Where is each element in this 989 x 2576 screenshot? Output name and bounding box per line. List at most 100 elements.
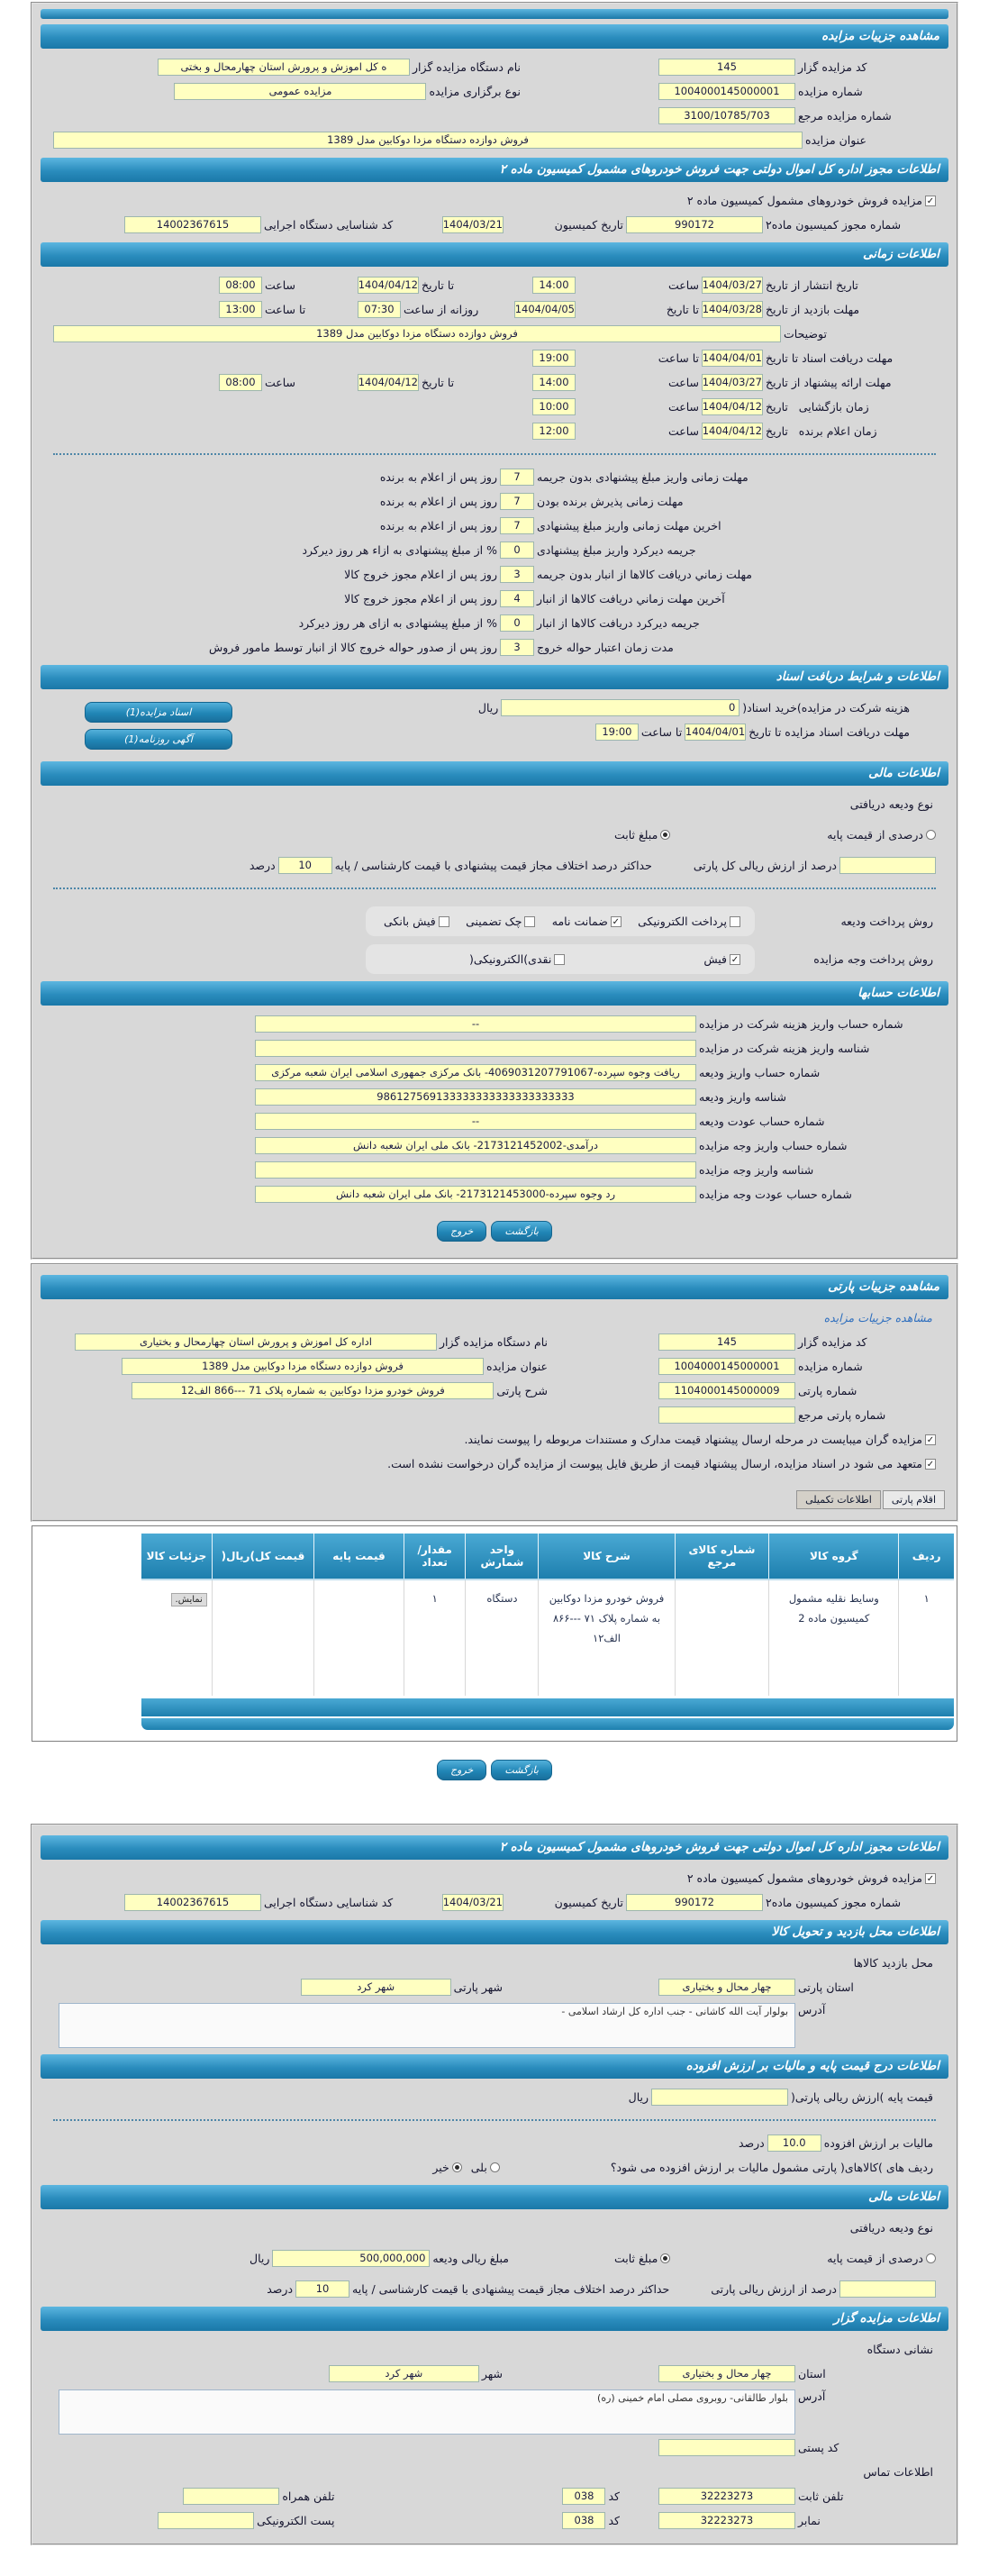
- radio-vat-yes[interactable]: بلی: [471, 2161, 500, 2174]
- field-deposit-account[interactable]: ریافت وجوه سپرده-4069031207791067- بانک …: [255, 1064, 696, 1081]
- field-base-price[interactable]: [651, 2089, 789, 2106]
- field-late-pickup-penalty[interactable]: 0: [500, 614, 534, 632]
- checkbox-certified-check[interactable]: چک تضمینی: [466, 915, 536, 928]
- field-party-ref-number[interactable]: [658, 1406, 795, 1424]
- field-auction-title[interactable]: فروش دوازده دستگاه مزدا دوکابین مدل 1389: [122, 1358, 485, 1375]
- back-button[interactable]: بازگشت: [491, 1221, 552, 1242]
- radio-fixed-amount[interactable]: مبلغ ثابت: [614, 828, 671, 842]
- field-participation-fee[interactable]: 0: [501, 699, 740, 716]
- field-fee-deposit-account[interactable]: --: [255, 1015, 696, 1033]
- exit-button[interactable]: خروج: [437, 1760, 487, 1780]
- field-late-pay-penalty[interactable]: 0: [500, 542, 534, 559]
- field-pay-no-penalty-days[interactable]: 7: [500, 469, 534, 486]
- field-auction-return-account[interactable]: رد وجوه سپرده-2173121453000- بانک ملی ای…: [255, 1186, 696, 1203]
- field-last-pickup-days[interactable]: 4: [500, 590, 534, 607]
- field-exit-permit-validity-days[interactable]: 3: [500, 639, 534, 656]
- field-deposit-id[interactable]: 986127569133333333333333333333: [255, 1088, 696, 1106]
- checkbox-cash-electronic[interactable]: نقدی)الکترونیکی(: [469, 952, 566, 966]
- field-visit-from-time[interactable]: 07:30: [358, 301, 401, 318]
- field-publish-from-date[interactable]: 1404/03/27: [702, 277, 763, 294]
- field-auction-number[interactable]: 1004000145000001: [658, 83, 795, 100]
- field-org-province[interactable]: چهار محال و بختیاری: [658, 2365, 795, 2382]
- field-deposit-amount[interactable]: 500,000,000: [272, 2250, 431, 2267]
- checkbox-guarantee-letter[interactable]: ✓ ضمانت نامه: [552, 915, 622, 928]
- radio-fixed-amount[interactable]: مبلغ ثابت: [614, 2252, 671, 2265]
- field-auctioneer-name[interactable]: اداره کل اموزش و پرورش استان چهارمحال و …: [74, 1334, 437, 1351]
- field-winner-time[interactable]: 12:00: [532, 423, 576, 440]
- field-doc-receive-time[interactable]: 19:00: [594, 724, 639, 741]
- checkbox-bank-receipt[interactable]: فیش بانکی: [384, 915, 449, 928]
- field-visit-address[interactable]: بولوار آیت الله کاشانی - جنب اداره کل ار…: [59, 2003, 795, 2048]
- checkbox-attach-documents[interactable]: ✓ مزایده گران میبایست در مرحله ارسال پیشن…: [464, 1433, 936, 1446]
- tab-additional-info[interactable]: اطلاعات تکمیلی: [796, 1490, 881, 1509]
- field-doc-receive-date[interactable]: 1404/04/01: [685, 724, 747, 741]
- field-last-pay-days[interactable]: 7: [500, 517, 534, 534]
- field-pickup-no-penalty-days[interactable]: 3: [500, 566, 534, 583]
- field-auctioneer-name[interactable]: ه کل اموزش و پرورش استان چهارمحال و بختی: [157, 59, 410, 76]
- field-visit-to-time[interactable]: 13:00: [219, 301, 262, 318]
- field-offer-from-time[interactable]: 14:00: [532, 374, 576, 391]
- field-commission-date[interactable]: 1404/03/21: [442, 216, 504, 233]
- field-fax-area-code[interactable]: 038: [562, 2512, 606, 2529]
- field-publish-to-time[interactable]: 08:00: [219, 277, 262, 294]
- field-commission-date[interactable]: 1404/03/21: [442, 1894, 504, 1911]
- exit-button[interactable]: خروج: [437, 1221, 487, 1242]
- field-mobile[interactable]: [183, 2488, 280, 2505]
- checkbox-no-file-price-offer[interactable]: ✓ متعهد می شود در اسناد مزایده، ارسال پیش…: [387, 1457, 936, 1470]
- field-agency-id[interactable]: 14002367615: [124, 216, 261, 233]
- field-phone[interactable]: 32223273: [658, 2488, 795, 2505]
- field-visit-to-date[interactable]: 1404/04/05: [514, 301, 576, 318]
- field-phone-area-code[interactable]: 038: [562, 2488, 606, 2505]
- field-auction-title[interactable]: فروش دوازده دستگاه مزدا دوکابین مدل 1389: [53, 132, 803, 149]
- field-auction-ref-number[interactable]: 3100/10785/703: [658, 107, 795, 124]
- field-party-city[interactable]: شهر کرد: [300, 1979, 451, 1996]
- field-description[interactable]: فروش دوازده دستگاه مزدا دوکابین مدل 1389: [53, 325, 781, 342]
- field-org-city[interactable]: شهر کرد: [328, 2365, 479, 2382]
- field-permit-number[interactable]: 990172: [626, 1894, 763, 1911]
- radio-vat-no[interactable]: خیر: [432, 2161, 462, 2174]
- field-party-province[interactable]: چهار محال و بختیاری: [658, 1979, 795, 1996]
- field-deposit-return-account[interactable]: --: [255, 1113, 696, 1130]
- checkbox-fish[interactable]: ✓ فیش: [703, 952, 740, 966]
- radio-percent-of-base[interactable]: درصدی از قیمت پایه: [827, 2252, 936, 2265]
- field-fee-deposit-id[interactable]: [255, 1040, 696, 1057]
- field-vat-percent[interactable]: 10.0: [767, 2135, 821, 2152]
- view-auction-details-link[interactable]: مشاهده جزییات مزایده: [823, 1311, 932, 1324]
- field-docs-deadline-time[interactable]: 19:00: [532, 350, 576, 367]
- field-offer-from-date[interactable]: 1404/03/27: [702, 374, 763, 391]
- tab-party-items[interactable]: اقلام پارتی: [882, 1490, 945, 1509]
- field-auctioneer-code[interactable]: 145: [658, 59, 795, 76]
- field-org-address[interactable]: بلوار طالقانی- روبروی مصلی امام خمینی (ر…: [59, 2389, 795, 2435]
- field-offer-to-time[interactable]: 08:00: [219, 374, 262, 391]
- radio-percent-of-base[interactable]: درصدی از قیمت پایه: [827, 828, 936, 842]
- field-percent-of-total-value[interactable]: [839, 857, 936, 874]
- field-auction-pay-id[interactable]: [255, 1161, 696, 1179]
- field-visit-from-date[interactable]: 1404/03/28: [702, 301, 763, 318]
- field-percent-of-party-value[interactable]: [839, 2280, 936, 2298]
- item-details-button[interactable]: نمایش.: [170, 1593, 207, 1607]
- checkbox-madeh2-auction[interactable]: ✓ مزایده فروش خودروهای مشمول کمیسیون ماده…: [687, 194, 936, 207]
- newspaper-ad-button[interactable]: آگهی روزنامه(1): [85, 729, 232, 750]
- field-postal-code[interactable]: [658, 2439, 795, 2456]
- field-auction-pay-account[interactable]: درآمدی-2173121452002- بانک ملی ایران شعب…: [255, 1137, 696, 1154]
- field-auctioneer-code[interactable]: 145: [658, 1334, 795, 1351]
- field-max-diff-percent[interactable]: 10: [295, 2280, 350, 2298]
- field-accept-winner-days[interactable]: 7: [500, 493, 534, 510]
- back-button[interactable]: بازگشت: [491, 1760, 552, 1780]
- field-email[interactable]: [158, 2512, 255, 2529]
- field-opening-date[interactable]: 1404/04/12: [702, 398, 763, 415]
- checkbox-electronic-payment[interactable]: پرداخت الکترونیکی: [638, 915, 740, 928]
- field-permit-number[interactable]: 990172: [626, 216, 763, 233]
- field-offer-to-date[interactable]: 1404/04/12: [358, 374, 419, 391]
- field-publish-from-time[interactable]: 14:00: [532, 277, 576, 294]
- auction-documents-button[interactable]: اسناد مزایده(1): [85, 702, 232, 723]
- field-docs-deadline-date[interactable]: 1404/04/01: [702, 350, 763, 367]
- checkbox-madeh2-auction[interactable]: ✓ مزایده فروش خودروهای مشمول کمیسیون ماده…: [687, 1871, 936, 1885]
- field-opening-time[interactable]: 10:00: [532, 398, 576, 415]
- field-fax[interactable]: 32223273: [658, 2512, 795, 2529]
- field-party-number[interactable]: 1104000145000009: [658, 1382, 795, 1399]
- field-agency-id[interactable]: 14002367615: [124, 1894, 261, 1911]
- field-auction-type[interactable]: مزایده عمومی: [174, 83, 427, 100]
- field-winner-date[interactable]: 1404/04/12: [702, 423, 763, 440]
- field-publish-to-date[interactable]: 1404/04/12: [358, 277, 419, 294]
